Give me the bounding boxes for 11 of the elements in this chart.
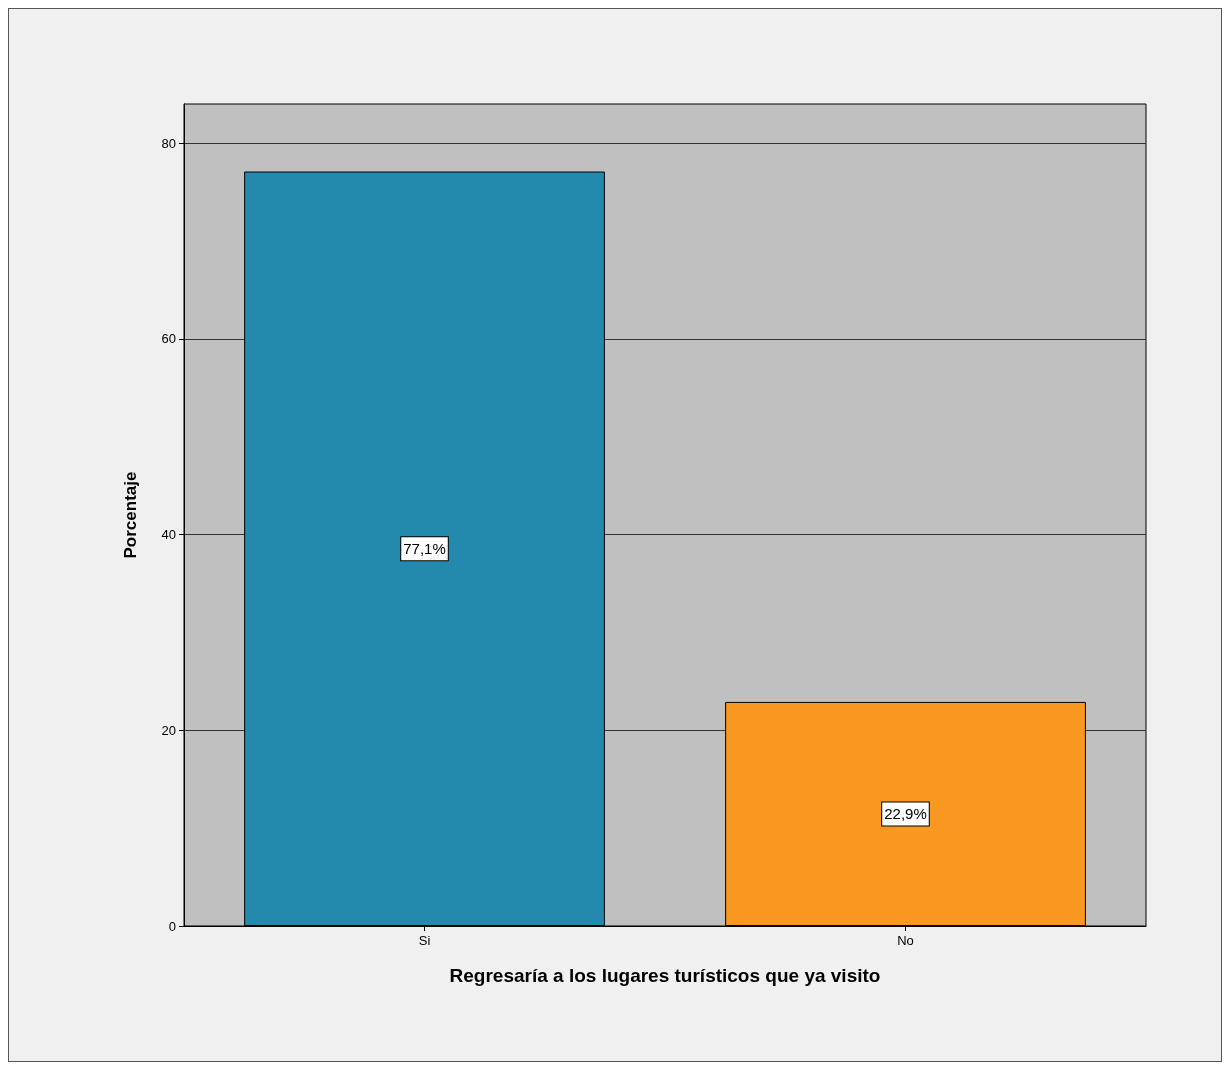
data-label: 22,9%: [884, 805, 927, 823]
y-tick-label: 60: [161, 331, 176, 347]
data-label: 77,1%: [403, 540, 446, 558]
x-tick-label: No: [897, 933, 914, 948]
y-tick-label: 40: [161, 527, 176, 543]
y-tick-label: 20: [161, 722, 176, 738]
y-tick-label: 0: [168, 918, 176, 934]
x-tick-label: Si: [418, 933, 431, 948]
x-axis-title: Regresaría a los lugares turísticos que ya visito: [449, 965, 881, 986]
y-axis-title: Porcentaje: [121, 471, 140, 559]
y-tick-label: 80: [161, 135, 176, 151]
